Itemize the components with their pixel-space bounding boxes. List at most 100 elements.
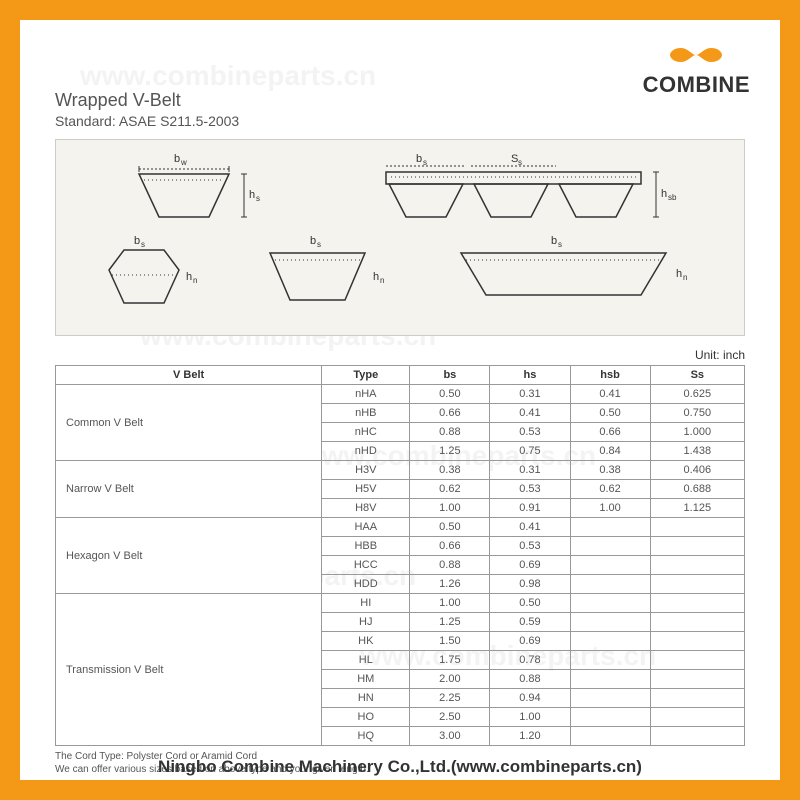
data-cell [570, 727, 650, 746]
category-cell: Common V Belt [56, 385, 322, 461]
data-cell [650, 556, 744, 575]
data-cell: nHD [322, 442, 410, 461]
data-cell: H5V [322, 480, 410, 499]
data-cell: HM [322, 670, 410, 689]
cross-section-diagram: bw hs bs Ss [55, 139, 745, 336]
svg-text:s: s [558, 240, 562, 249]
data-cell [570, 613, 650, 632]
data-cell: HO [322, 708, 410, 727]
data-cell: 0.66 [410, 537, 490, 556]
svg-text:h: h [676, 268, 682, 280]
data-cell [650, 689, 744, 708]
svg-text:sb: sb [668, 193, 677, 202]
data-cell [570, 651, 650, 670]
data-cell: 0.53 [490, 480, 570, 499]
hexagon-belt-icon: bs hn [94, 235, 204, 315]
data-cell: 1.125 [650, 499, 744, 518]
data-cell: 3.00 [410, 727, 490, 746]
data-cell: 0.41 [490, 518, 570, 537]
data-cell: 1.75 [410, 651, 490, 670]
svg-text:w: w [180, 158, 187, 167]
data-cell: 1.000 [650, 423, 744, 442]
data-cell [570, 518, 650, 537]
data-cell: 0.88 [490, 670, 570, 689]
data-cell: 0.625 [650, 385, 744, 404]
table-row: Transmission V BeltHI1.000.50 [56, 594, 745, 613]
data-cell: 0.69 [490, 632, 570, 651]
data-cell: 0.50 [490, 594, 570, 613]
svg-text:s: s [317, 240, 321, 249]
data-cell: 0.94 [490, 689, 570, 708]
table-header: Type [322, 366, 410, 385]
data-cell [650, 594, 744, 613]
data-cell: 0.91 [490, 499, 570, 518]
wide-belt-icon: bs hn [446, 235, 706, 315]
data-cell: 1.438 [650, 442, 744, 461]
data-cell [570, 575, 650, 594]
data-cell: 0.41 [570, 385, 650, 404]
data-cell [650, 632, 744, 651]
svg-text:s: s [256, 194, 260, 203]
data-cell: HQ [322, 727, 410, 746]
svg-text:n: n [380, 276, 384, 285]
data-cell: 0.62 [570, 480, 650, 499]
svg-text:h: h [186, 271, 192, 283]
data-cell: 0.50 [410, 518, 490, 537]
data-cell [570, 632, 650, 651]
table-header: hs [490, 366, 570, 385]
data-cell: 0.750 [650, 404, 744, 423]
data-cell: HN [322, 689, 410, 708]
data-cell [650, 727, 744, 746]
data-cell: 0.38 [570, 461, 650, 480]
data-cell: 2.25 [410, 689, 490, 708]
data-cell: nHB [322, 404, 410, 423]
data-cell: 0.88 [410, 556, 490, 575]
svg-text:h: h [249, 189, 255, 201]
table-header: V Belt [56, 366, 322, 385]
data-cell [650, 518, 744, 537]
table-header: hsb [570, 366, 650, 385]
data-cell: 0.84 [570, 442, 650, 461]
data-cell: 1.00 [410, 594, 490, 613]
data-cell: 1.26 [410, 575, 490, 594]
data-cell: 0.31 [490, 385, 570, 404]
category-cell: Hexagon V Belt [56, 518, 322, 594]
data-cell: 0.53 [490, 537, 570, 556]
data-cell: H8V [322, 499, 410, 518]
data-cell: HI [322, 594, 410, 613]
table-row: Common V BeltnHA0.500.310.410.625 [56, 385, 745, 404]
svg-text:b: b [174, 153, 180, 165]
data-cell: nHC [322, 423, 410, 442]
data-cell: 2.50 [410, 708, 490, 727]
data-cell: 0.406 [650, 461, 744, 480]
data-cell: 1.25 [410, 442, 490, 461]
data-cell: HK [322, 632, 410, 651]
data-cell: H3V [322, 461, 410, 480]
data-cell: 0.78 [490, 651, 570, 670]
data-cell [650, 537, 744, 556]
data-cell [570, 708, 650, 727]
data-cell [570, 537, 650, 556]
data-cell [570, 689, 650, 708]
data-cell [570, 670, 650, 689]
table-row: Hexagon V BeltHAA0.500.41 [56, 518, 745, 537]
data-cell [650, 613, 744, 632]
data-cell: 1.25 [410, 613, 490, 632]
data-cell: 0.50 [570, 404, 650, 423]
spec-table: V BeltTypebshshsbSs Common V BeltnHA0.50… [55, 365, 745, 746]
svg-text:b: b [310, 235, 316, 247]
data-cell: 0.66 [410, 404, 490, 423]
data-cell: 0.69 [490, 556, 570, 575]
unit-label: Unit: inch [55, 348, 745, 362]
data-cell [650, 708, 744, 727]
svg-text:b: b [416, 153, 422, 165]
table-header: Ss [650, 366, 744, 385]
company-footer: Ningbo Combine Machinery Co.,Ltd.(www.co… [20, 757, 780, 777]
data-cell: 0.75 [490, 442, 570, 461]
data-cell: 0.62 [410, 480, 490, 499]
data-cell: 0.41 [490, 404, 570, 423]
data-cell: HDD [322, 575, 410, 594]
table-header: bs [410, 366, 490, 385]
product-standard: Standard: ASAE S211.5-2003 [55, 113, 745, 129]
product-title: Wrapped V-Belt [55, 90, 745, 111]
